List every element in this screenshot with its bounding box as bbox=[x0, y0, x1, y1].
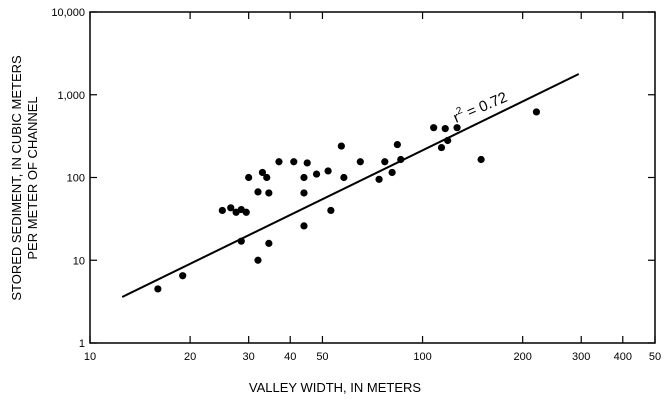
data-point bbox=[453, 124, 461, 132]
data-points bbox=[154, 108, 541, 293]
data-point bbox=[327, 206, 335, 215]
y-tick-label: 10 bbox=[73, 255, 85, 267]
x-axis-title: VALLEY WIDTH, IN METERS bbox=[249, 380, 421, 395]
data-point bbox=[444, 136, 452, 145]
y-axis-title-line2: PER METER OF CHANNEL bbox=[25, 96, 40, 259]
r-superscript: 2 bbox=[455, 105, 465, 117]
x-tick-label: 40 bbox=[284, 351, 296, 363]
x-tick-label: 200 bbox=[513, 351, 531, 363]
data-point bbox=[381, 158, 389, 166]
data-point bbox=[265, 239, 273, 247]
y-axis-title-line1: STORED SEDIMENT, IN CUBIC METERS bbox=[9, 55, 24, 301]
y-tick-label: 1,000 bbox=[57, 90, 85, 102]
y-tick-label: 100 bbox=[67, 173, 85, 185]
data-point bbox=[245, 173, 253, 182]
data-point bbox=[290, 158, 298, 166]
data-point bbox=[227, 204, 235, 212]
r-value: = 0.72 bbox=[461, 89, 510, 123]
tick-labels: 10 20 30 40 50 100 200 300 400 501101001,00010,00… bbox=[51, 7, 661, 363]
data-point bbox=[179, 272, 187, 280]
data-point bbox=[300, 189, 308, 197]
x-tick-label: 400 bbox=[614, 351, 632, 363]
x-tick-label: 50 bbox=[316, 351, 328, 363]
x-tick-label: 50 bbox=[649, 351, 661, 363]
data-point bbox=[393, 140, 401, 149]
data-point bbox=[275, 158, 283, 166]
data-point bbox=[303, 159, 311, 167]
plot-border bbox=[89, 11, 656, 344]
data-point bbox=[324, 167, 332, 175]
data-point bbox=[154, 285, 162, 293]
x-tick-label: 20 bbox=[184, 351, 196, 363]
data-point bbox=[300, 222, 308, 230]
data-point bbox=[356, 158, 364, 166]
data-point bbox=[237, 237, 245, 245]
data-point bbox=[388, 168, 396, 177]
data-point bbox=[337, 142, 345, 150]
data-point bbox=[242, 208, 250, 216]
axis-ticks bbox=[89, 11, 656, 344]
data-point bbox=[397, 155, 405, 164]
regression-line bbox=[121, 73, 580, 298]
data-point bbox=[300, 173, 308, 182]
x-tick-label: 100 bbox=[413, 351, 431, 363]
data-point bbox=[258, 168, 267, 177]
data-point bbox=[375, 175, 383, 183]
data-point bbox=[477, 155, 485, 164]
data-point bbox=[312, 170, 321, 178]
data-point bbox=[265, 189, 273, 197]
data-point bbox=[263, 173, 271, 182]
r-squared-annotation: r2 = 0.72 bbox=[450, 87, 510, 127]
data-point bbox=[441, 124, 449, 133]
x-tick-label: 10 bbox=[84, 351, 96, 363]
x-tick-label: 30 bbox=[243, 351, 255, 363]
data-point bbox=[532, 108, 541, 116]
data-point bbox=[340, 173, 348, 182]
plot-frame bbox=[89, 11, 656, 344]
data-point bbox=[254, 188, 262, 196]
y-tick-label: 1 bbox=[79, 338, 85, 350]
data-point bbox=[254, 256, 262, 264]
x-tick-label: 300 bbox=[572, 351, 590, 363]
r-symbol: r bbox=[451, 109, 462, 127]
data-point bbox=[430, 124, 438, 132]
data-point bbox=[218, 206, 226, 215]
data-point bbox=[437, 143, 446, 152]
y-tick-label: 10,000 bbox=[51, 7, 85, 19]
